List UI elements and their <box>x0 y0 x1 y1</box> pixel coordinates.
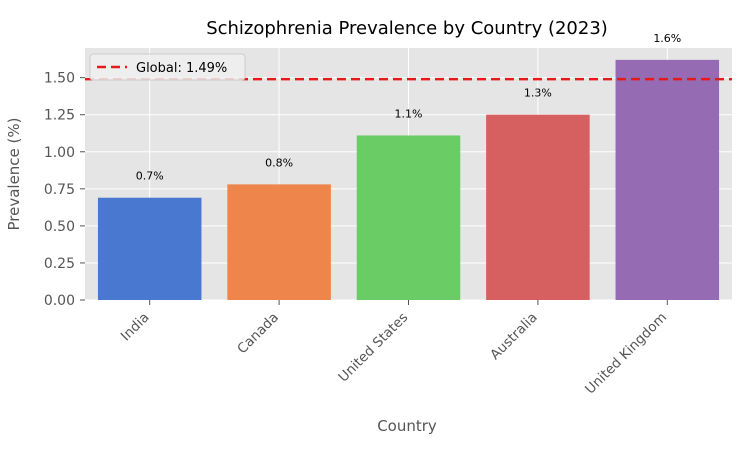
y-axis-label: Prevalence (%) <box>5 117 23 230</box>
bar-united-kingdom <box>615 59 720 300</box>
data-label: 1.6% <box>653 32 681 45</box>
data-label: 0.8% <box>265 156 293 169</box>
y-tick-label: 1.50 <box>44 71 75 87</box>
legend-entry-global: Global: 1.49% <box>136 61 227 76</box>
chart-title: Schizophrenia Prevalence by Country (202… <box>206 18 608 39</box>
data-labels: 0.7% 0.8% 1.1% 1.3% 1.6% <box>136 32 682 183</box>
y-ticks: 0.00 0.25 0.50 0.75 1.00 1.25 1.50 <box>44 71 85 309</box>
x-ticks: India Canada United States Australia United … <box>118 300 670 397</box>
bar-india <box>97 197 202 300</box>
x-tick-label: India <box>118 310 153 345</box>
data-label: 0.7% <box>136 170 164 183</box>
bar-australia <box>486 114 590 301</box>
x-axis-label: Country <box>377 417 437 435</box>
y-tick-label: 0.50 <box>44 219 75 235</box>
x-tick-label: United Kingdom <box>582 310 670 398</box>
y-tick-label: 0.25 <box>44 256 75 272</box>
legend-box <box>89 53 246 81</box>
y-tick-label: 0.00 <box>44 293 75 309</box>
bar-united-states <box>356 135 461 300</box>
bars <box>97 59 720 301</box>
y-tick-label: 1.00 <box>44 145 75 161</box>
x-tick-label: Canada <box>234 310 282 358</box>
x-tick-label: United States <box>335 310 411 386</box>
legend: Global: 1.49% <box>89 53 246 81</box>
y-tick-label: 0.75 <box>44 182 75 198</box>
x-tick-label: Australia <box>487 310 541 364</box>
data-label: 1.1% <box>395 107 423 120</box>
data-label: 1.3% <box>524 87 552 100</box>
y-tick-label: 1.25 <box>44 108 75 124</box>
bar-canada <box>227 184 331 300</box>
